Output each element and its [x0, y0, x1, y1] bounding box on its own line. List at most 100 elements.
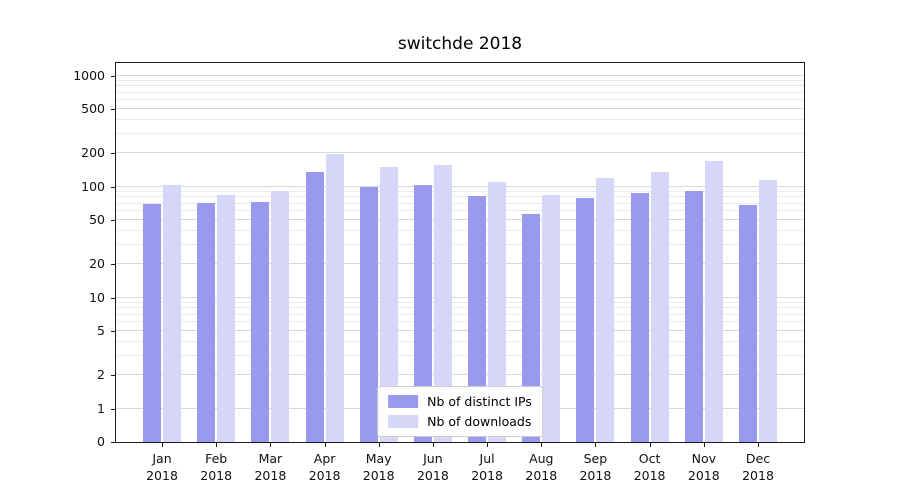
gridline-y-30: [116, 243, 804, 245]
x-tick-year: 2018: [525, 468, 558, 483]
bar-nb-of-distinct-ips-feb-2018: [197, 202, 216, 442]
x-tick-mark-may-2018: [378, 443, 380, 447]
x-tick-month: Apr: [313, 451, 336, 466]
x-tick-mark-aug-2018: [541, 443, 543, 447]
x-tick-month: Mar: [258, 451, 283, 466]
chart-title: switchde 2018: [397, 34, 523, 54]
x-tick-label-sep-2018: Sep 2018: [563, 450, 627, 484]
y-tick-label-5: 5: [97, 323, 105, 339]
x-tick-year: 2018: [308, 468, 341, 483]
y-tick-mark-20: [111, 264, 115, 266]
x-tick-month: May: [365, 451, 392, 466]
y-tick-label-2: 2: [97, 367, 105, 383]
bar-nb-of-downloads-nov-2018: [704, 161, 723, 442]
x-tick-month: Aug: [529, 451, 554, 466]
x-tick-year: 2018: [687, 468, 720, 483]
legend-swatch-downloads: [388, 415, 419, 428]
x-tick-mark-sep-2018: [595, 443, 597, 447]
legend-item-distinct-ips: Nb of distinct IPs: [388, 394, 532, 409]
legend-label-downloads: Nb of downloads: [427, 414, 532, 429]
x-tick-mark-jan-2018: [162, 443, 163, 447]
legend-swatch-distinct-ips: [388, 395, 419, 408]
y-tick-label-500: 500: [81, 101, 105, 117]
legend-item-downloads: Nb of downloads: [388, 414, 532, 429]
gridline-y-90: [116, 190, 804, 192]
gridline-y-300: [116, 132, 804, 134]
y-tick-mark-50: [111, 220, 115, 222]
gridline-y-80: [116, 196, 804, 198]
x-tick-mark-nov-2018: [703, 443, 705, 447]
gridline-y-40: [116, 229, 804, 231]
x-tick-month: Jan: [152, 451, 172, 466]
bar-nb-of-downloads-jun-2018: [433, 164, 452, 442]
x-tick-label-mar-2018: Mar 2018: [238, 450, 302, 484]
bar-nb-of-distinct-ips-sep-2018: [576, 198, 595, 442]
y-tick-label-100: 100: [81, 178, 105, 194]
x-tick-year: 2018: [146, 468, 178, 483]
bar-nb-of-distinct-ips-jul-2018: [468, 196, 487, 442]
bar-nb-of-downloads-feb-2018: [217, 194, 236, 442]
y-tick-mark-0: [111, 442, 115, 443]
x-tick-month: Jun: [423, 451, 443, 466]
x-tick-mark-jul-2018: [487, 443, 489, 447]
y-tick-mark-2: [111, 375, 115, 377]
gridline-y-600: [116, 99, 804, 101]
x-tick-label-may-2018: May 2018: [347, 450, 411, 484]
x-tick-mark-apr-2018: [324, 443, 326, 447]
gridline-y-5: [116, 330, 804, 332]
x-tick-year: 2018: [362, 468, 395, 483]
bar-nb-of-distinct-ips-nov-2018: [684, 191, 703, 442]
y-tick-label-0: 0: [97, 434, 105, 449]
y-tick-mark-5: [111, 331, 115, 333]
bar-nb-of-downloads-dec-2018: [759, 179, 777, 442]
gridline-y-400: [116, 118, 804, 120]
y-tick-label-10: 10: [89, 289, 105, 305]
gridline-y-200: [116, 152, 804, 154]
bar-nb-of-distinct-ips-may-2018: [359, 186, 378, 442]
x-tick-month: Dec: [745, 451, 771, 466]
bar-nb-of-distinct-ips-jun-2018: [413, 184, 432, 442]
x-tick-label-apr-2018: Apr 2018: [293, 450, 357, 484]
gridline-y-6: [116, 321, 804, 323]
y-tick-label-50: 50: [89, 212, 105, 228]
gridline-y-10: [116, 296, 804, 298]
x-tick-year: 2018: [742, 468, 774, 483]
gridline-y-8: [116, 307, 804, 309]
x-tick-year: 2018: [633, 468, 666, 483]
plot-area: Nb of distinct IPs Nb of downloads: [115, 62, 805, 443]
x-tick-month: Feb: [205, 451, 228, 466]
x-tick-label-aug-2018: Aug 2018: [509, 450, 573, 484]
x-tick-label-dec-2018: Dec 2018: [726, 450, 790, 484]
gridline-y-900: [116, 79, 804, 81]
x-tick-label-jan-2018: Jan 2018: [130, 450, 194, 484]
y-tick-mark-500: [111, 109, 115, 111]
y-tick-label-1000: 1000: [73, 67, 105, 83]
y-tick-mark-1000: [111, 75, 115, 77]
bar-nb-of-downloads-sep-2018: [596, 177, 615, 442]
bar-nb-of-downloads-jan-2018: [163, 185, 181, 442]
y-tick-mark-1: [111, 408, 115, 410]
bar-nb-of-downloads-jul-2018: [488, 182, 507, 442]
gridline-y-800: [116, 85, 804, 87]
legend: Nb of distinct IPs Nb of downloads: [377, 386, 543, 437]
x-tick-label-oct-2018: Oct 2018: [618, 450, 682, 484]
x-tick-month: Sep: [583, 451, 608, 466]
x-tick-month: Oct: [638, 451, 661, 466]
x-tick-mark-dec-2018: [758, 443, 759, 447]
x-tick-year: 2018: [416, 468, 449, 483]
bar-nb-of-downloads-oct-2018: [650, 171, 669, 442]
y-tick-label-1: 1: [97, 400, 105, 416]
bar-nb-of-distinct-ips-jan-2018: [143, 203, 161, 442]
gridline-y-100: [116, 185, 804, 187]
x-tick-year: 2018: [200, 468, 233, 483]
legend-label-distinct-ips: Nb of distinct IPs: [427, 394, 532, 409]
gridline-y-20: [116, 263, 804, 265]
bar-nb-of-downloads-aug-2018: [542, 194, 561, 442]
x-tick-label-feb-2018: Feb 2018: [184, 450, 248, 484]
bar-nb-of-downloads-may-2018: [379, 167, 398, 442]
gridline-y-7: [116, 313, 804, 315]
gridline-y-700: [116, 91, 804, 93]
y-tick-label-200: 200: [81, 145, 105, 161]
bar-nb-of-distinct-ips-mar-2018: [251, 201, 270, 442]
